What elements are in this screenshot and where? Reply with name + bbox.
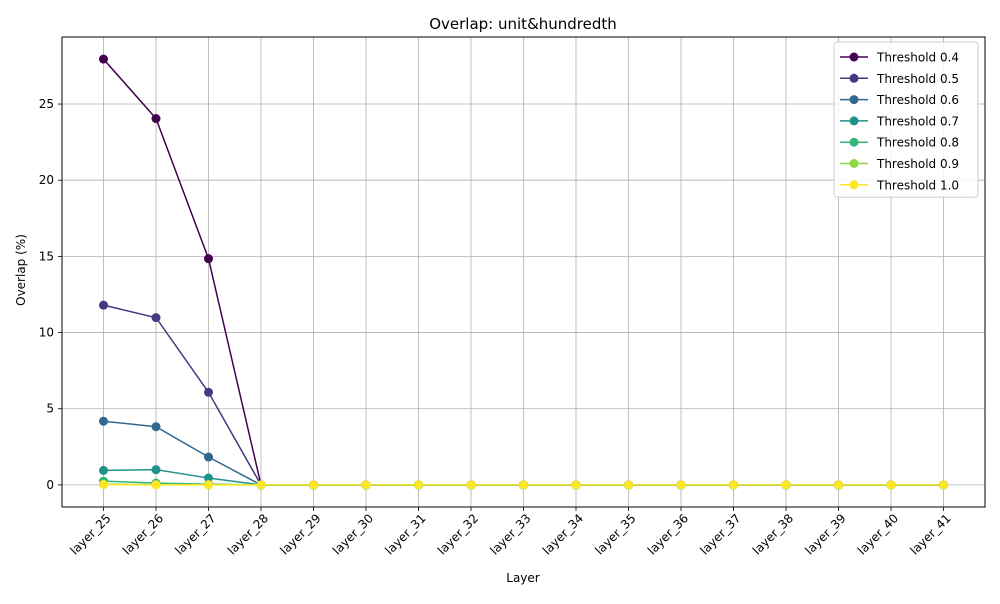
y-tick-label: 10 xyxy=(39,326,54,340)
x-tick-label: layer_41 xyxy=(907,511,953,557)
data-point xyxy=(782,480,791,489)
data-point xyxy=(887,480,896,489)
x-tick-label: layer_34 xyxy=(540,511,586,557)
legend-label: Threshold 0.6 xyxy=(876,93,959,107)
x-tick-label: layer_27 xyxy=(172,511,218,557)
legend-marker xyxy=(850,53,859,62)
y-tick-label: 0 xyxy=(46,478,54,492)
data-point xyxy=(834,480,843,489)
legend-label: Threshold 0.5 xyxy=(876,72,959,86)
data-point xyxy=(624,480,633,489)
data-point xyxy=(99,480,108,489)
x-tick-label: layer_25 xyxy=(67,511,113,557)
y-tick-label: 25 xyxy=(39,97,54,111)
x-tick-label: layer_26 xyxy=(120,511,166,557)
data-point xyxy=(414,480,423,489)
x-tick-label: layer_39 xyxy=(802,511,848,557)
legend-marker xyxy=(850,180,859,189)
x-tick-label: layer_33 xyxy=(487,511,533,557)
data-point xyxy=(152,465,161,474)
data-point xyxy=(257,480,266,489)
data-point xyxy=(152,480,161,489)
data-point xyxy=(204,480,213,489)
data-point xyxy=(204,254,213,263)
legend-label: Threshold 0.8 xyxy=(876,136,959,150)
legend-marker xyxy=(850,159,859,168)
x-tick-label: layer_40 xyxy=(855,511,901,557)
x-tick-label: layer_30 xyxy=(330,511,376,557)
data-point xyxy=(99,301,108,310)
x-tick-label: layer_32 xyxy=(435,511,481,557)
chart-title: Overlap: unit&hundredth xyxy=(429,15,617,33)
legend-marker xyxy=(850,95,859,104)
legend-label: Threshold 0.7 xyxy=(876,114,959,128)
y-tick-label: 5 xyxy=(46,402,54,416)
y-ticks: 0 5 10 15 20 25 xyxy=(39,97,62,492)
data-point xyxy=(152,114,161,123)
data-point xyxy=(677,480,686,489)
legend-marker xyxy=(850,74,859,83)
legend-marker xyxy=(850,138,859,147)
legend-label: Threshold 0.4 xyxy=(876,51,959,65)
data-point xyxy=(99,417,108,426)
x-tick-label: layer_38 xyxy=(750,511,796,557)
data-point xyxy=(152,422,161,431)
legend-label: Threshold 0.9 xyxy=(876,157,959,171)
data-point xyxy=(362,480,371,489)
x-tick-label: layer_37 xyxy=(697,511,743,557)
legend-label: Threshold 1.0 xyxy=(876,178,959,192)
data-point xyxy=(99,55,108,64)
data-point xyxy=(467,480,476,489)
data-point xyxy=(204,388,213,397)
data-point xyxy=(572,480,581,489)
data-point xyxy=(519,480,528,489)
data-point xyxy=(729,480,738,489)
data-point xyxy=(309,480,318,489)
y-tick-label: 20 xyxy=(39,173,54,187)
x-tick-label: layer_29 xyxy=(277,511,323,557)
data-point xyxy=(99,466,108,475)
data-point xyxy=(204,453,213,462)
legend: Threshold 0.4 Threshold 0.5 Threshold 0.6 T… xyxy=(834,42,978,197)
x-tick-label: layer_31 xyxy=(382,511,428,557)
x-tick-label: layer_28 xyxy=(225,511,271,557)
x-tick-label: layer_36 xyxy=(645,511,691,557)
data-point xyxy=(152,313,161,322)
x-axis-label: Layer xyxy=(506,571,540,585)
data-point xyxy=(939,480,948,489)
x-tick-label: layer_35 xyxy=(592,511,638,557)
series-6 xyxy=(99,480,948,489)
y-tick-label: 15 xyxy=(39,249,54,263)
legend-marker xyxy=(850,116,859,125)
y-axis-label: Overlap (%) xyxy=(14,234,28,306)
